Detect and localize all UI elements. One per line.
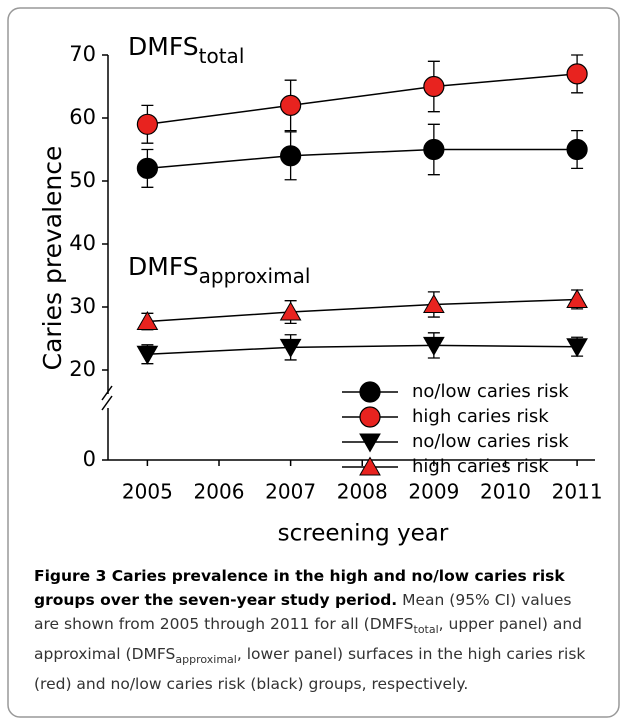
x-tick-label: 2011: [552, 480, 603, 504]
marker: [279, 338, 302, 358]
marker: [566, 288, 588, 308]
caption-text: , lower panel) surfaces in the high cari…: [34, 645, 586, 694]
series-line: [147, 298, 578, 323]
x-tick-label: 2008: [337, 480, 388, 504]
marker: [423, 138, 445, 161]
caption-text: , upper panel) and approximal (DMFS: [34, 615, 582, 664]
caption-sub: total: [413, 623, 439, 637]
annotation-text: DMFS: [128, 252, 199, 281]
marker: [136, 157, 158, 179]
y-tick-label: 20: [69, 357, 96, 381]
y-tick-label: 70: [69, 42, 96, 66]
marker: [566, 138, 588, 161]
caption-label: Figure 3 Caries prevalence in the high a…: [34, 567, 565, 609]
legend-marker: [359, 456, 381, 476]
legend-label: no/low caries risk: [412, 381, 569, 402]
x-tick-label: 2007: [265, 480, 316, 504]
legend-marker: [359, 406, 381, 428]
marker: [280, 145, 302, 167]
series-line: [147, 148, 578, 170]
legend-label: no/low caries risk: [412, 431, 569, 452]
y-tick-label: 40: [69, 231, 96, 255]
annotation-text: DMFS: [128, 32, 199, 61]
y-axis-label: Caries prevalence: [38, 146, 67, 371]
annotation: DMFStotal: [128, 32, 244, 68]
x-tick-label: 2005: [122, 480, 173, 504]
marker: [566, 338, 588, 358]
annotation-subscript: approximal: [199, 264, 311, 288]
x-tick-label: 2009: [408, 480, 459, 504]
marker: [422, 293, 445, 313]
marker: [136, 345, 159, 365]
marker: [422, 336, 445, 356]
marker: [423, 75, 445, 98]
y-tick-label: 60: [69, 105, 96, 129]
y-tick-label: 50: [69, 168, 96, 192]
frame: [7, 7, 620, 718]
legend-label: high caries risk: [412, 406, 549, 427]
x-axis-label: screening year: [278, 521, 449, 547]
axis-break: [101, 385, 113, 401]
caption: Figure 3 Caries prevalence in the high a…: [34, 564, 600, 696]
y-tick-label: 0: [83, 447, 96, 471]
legend-label: high caries risk: [412, 456, 549, 477]
axis-break: [101, 395, 113, 411]
caption-sub: approximal: [175, 653, 237, 667]
annotation-subscript: total: [199, 44, 245, 68]
marker: [280, 94, 302, 117]
x-tick-label: 2006: [194, 480, 245, 504]
y-tick-label: 30: [69, 294, 96, 318]
marker: [566, 63, 588, 85]
marker: [279, 301, 302, 321]
marker: [136, 113, 158, 135]
annotation: DMFSapproximal: [128, 252, 310, 288]
series-line: [147, 344, 578, 355]
series-line: [147, 73, 578, 126]
legend-marker: [359, 433, 381, 453]
marker: [136, 310, 159, 330]
x-tick-label: 2010: [480, 480, 531, 504]
legend-marker: [359, 381, 381, 403]
caption-text: Mean (95% CI) values are shown from 2005…: [34, 591, 572, 633]
